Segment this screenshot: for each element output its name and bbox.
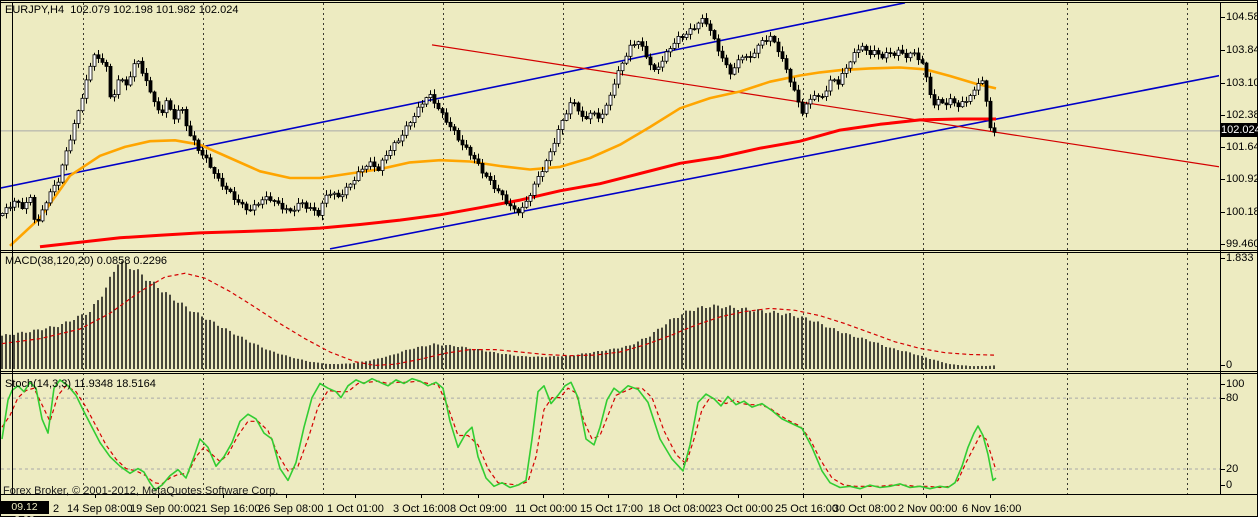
time-axis-label: 23 Oct 00:00 <box>710 503 773 515</box>
price-axis-label: 100.920 <box>1226 173 1258 185</box>
time-axis-label-partial: 2 <box>53 503 60 515</box>
price-axis-label: 1.833 <box>1226 252 1254 264</box>
price-axis-label: 0 <box>1226 359 1233 371</box>
time-axis-label: 30 Oct 08:00 <box>833 503 896 515</box>
stoch-panel-graphics <box>1 377 997 491</box>
time-axis-label: 2 Nov 00:00 <box>898 503 958 515</box>
ohlc-quote-label: 102.079 102.198 101.982 102.024 <box>70 4 239 16</box>
price-axis-label: 103.840 <box>1226 44 1258 56</box>
trendline-channel-upper <box>1 3 906 189</box>
price-axis-label: 100 <box>1226 378 1245 390</box>
symbol-title: EURJPY,H4 102.079 102.198 101.982 102.02… <box>5 4 238 16</box>
copyright-text: Forex Broker, © 2001-2012, MetaQuotes So… <box>3 485 279 497</box>
price-axis-label: 104.580 <box>1226 11 1258 23</box>
time-axis-label: 14 Sep 08:00 <box>67 503 133 515</box>
trendlines[interactable] <box>0 3 1220 250</box>
ma-slow-red-line <box>39 117 996 249</box>
stoch-indicator-label: Stoch(14,3,3) 11.9348 18.5164 <box>5 378 156 390</box>
time-axis-label: 19 Sep 00:00 <box>130 503 196 515</box>
trendline-channel-lower <box>329 74 1219 250</box>
time-axis-label: 3 Oct 16:00 <box>393 503 450 515</box>
price-axis-label: 0 <box>1226 479 1233 491</box>
macd-indicator-label: MACD(38,120,20) 0.0858 0.2296 <box>5 255 168 267</box>
candlesticks <box>1 13 997 226</box>
price-axis-label: 100.180 <box>1226 206 1258 218</box>
stoch-level-lines <box>1 397 1220 470</box>
time-axis-label: 18 Oct 08:00 <box>648 503 711 515</box>
macd-panel-graphics <box>1 261 995 369</box>
time-axis-label: 15 Oct 17:00 <box>580 503 643 515</box>
price-axis-label: 20 <box>1226 463 1239 475</box>
price-axis-label: 80 <box>1226 392 1239 404</box>
price-axis-label: 99.460 <box>1226 238 1258 250</box>
time-axis-label: 1 Oct 01:00 <box>327 503 384 515</box>
time-axis-label: 21 Sep 16:00 <box>195 503 261 515</box>
current-price-tag: 102.024 <box>1221 123 1258 137</box>
macd-signal-line <box>1 272 995 367</box>
time-axis-label: 25 Oct 16:00 <box>775 503 838 515</box>
price-axis-label: 103.100 <box>1226 77 1258 89</box>
time-axis-label: 8 Oct 09:00 <box>450 503 507 515</box>
time-axis-label: 26 Sep 08:00 <box>258 503 324 515</box>
trendline-descending-resistance <box>431 44 1219 168</box>
time-cursor-tag: 09.12 0:00 <box>0 501 49 517</box>
price-axis-label: 101.640 <box>1226 141 1258 153</box>
time-axis-label: 6 Nov 16:00 <box>962 503 1022 515</box>
stoch-k-line <box>1 377 997 491</box>
time-axis-label: 11 Oct 00:00 <box>515 503 578 515</box>
price-axis-label: 102.380 <box>1226 109 1258 121</box>
vertical-gridlines <box>83 3 1188 494</box>
symbol-period-label: EURJPY,H4 <box>5 4 65 16</box>
